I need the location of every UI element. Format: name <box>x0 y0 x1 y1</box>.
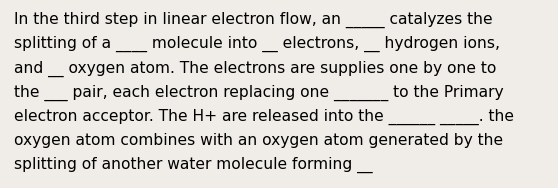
Text: oxygen atom combines with an oxygen atom generated by the: oxygen atom combines with an oxygen atom… <box>14 133 503 148</box>
Text: and __ oxygen atom. The electrons are supplies one by one to: and __ oxygen atom. The electrons are su… <box>14 60 496 77</box>
Text: splitting of another water molecule forming __: splitting of another water molecule form… <box>14 157 373 173</box>
Text: splitting of a ____ molecule into __ electrons, __ hydrogen ions,: splitting of a ____ molecule into __ ele… <box>14 36 500 52</box>
Text: electron acceptor. The H+ are released into the ______ _____. the: electron acceptor. The H+ are released i… <box>14 108 514 125</box>
Text: the ___ pair, each electron replacing one _______ to the Primary: the ___ pair, each electron replacing on… <box>14 84 503 101</box>
Text: In the third step in linear electron flow, an _____ catalyzes the: In the third step in linear electron flo… <box>14 12 493 28</box>
